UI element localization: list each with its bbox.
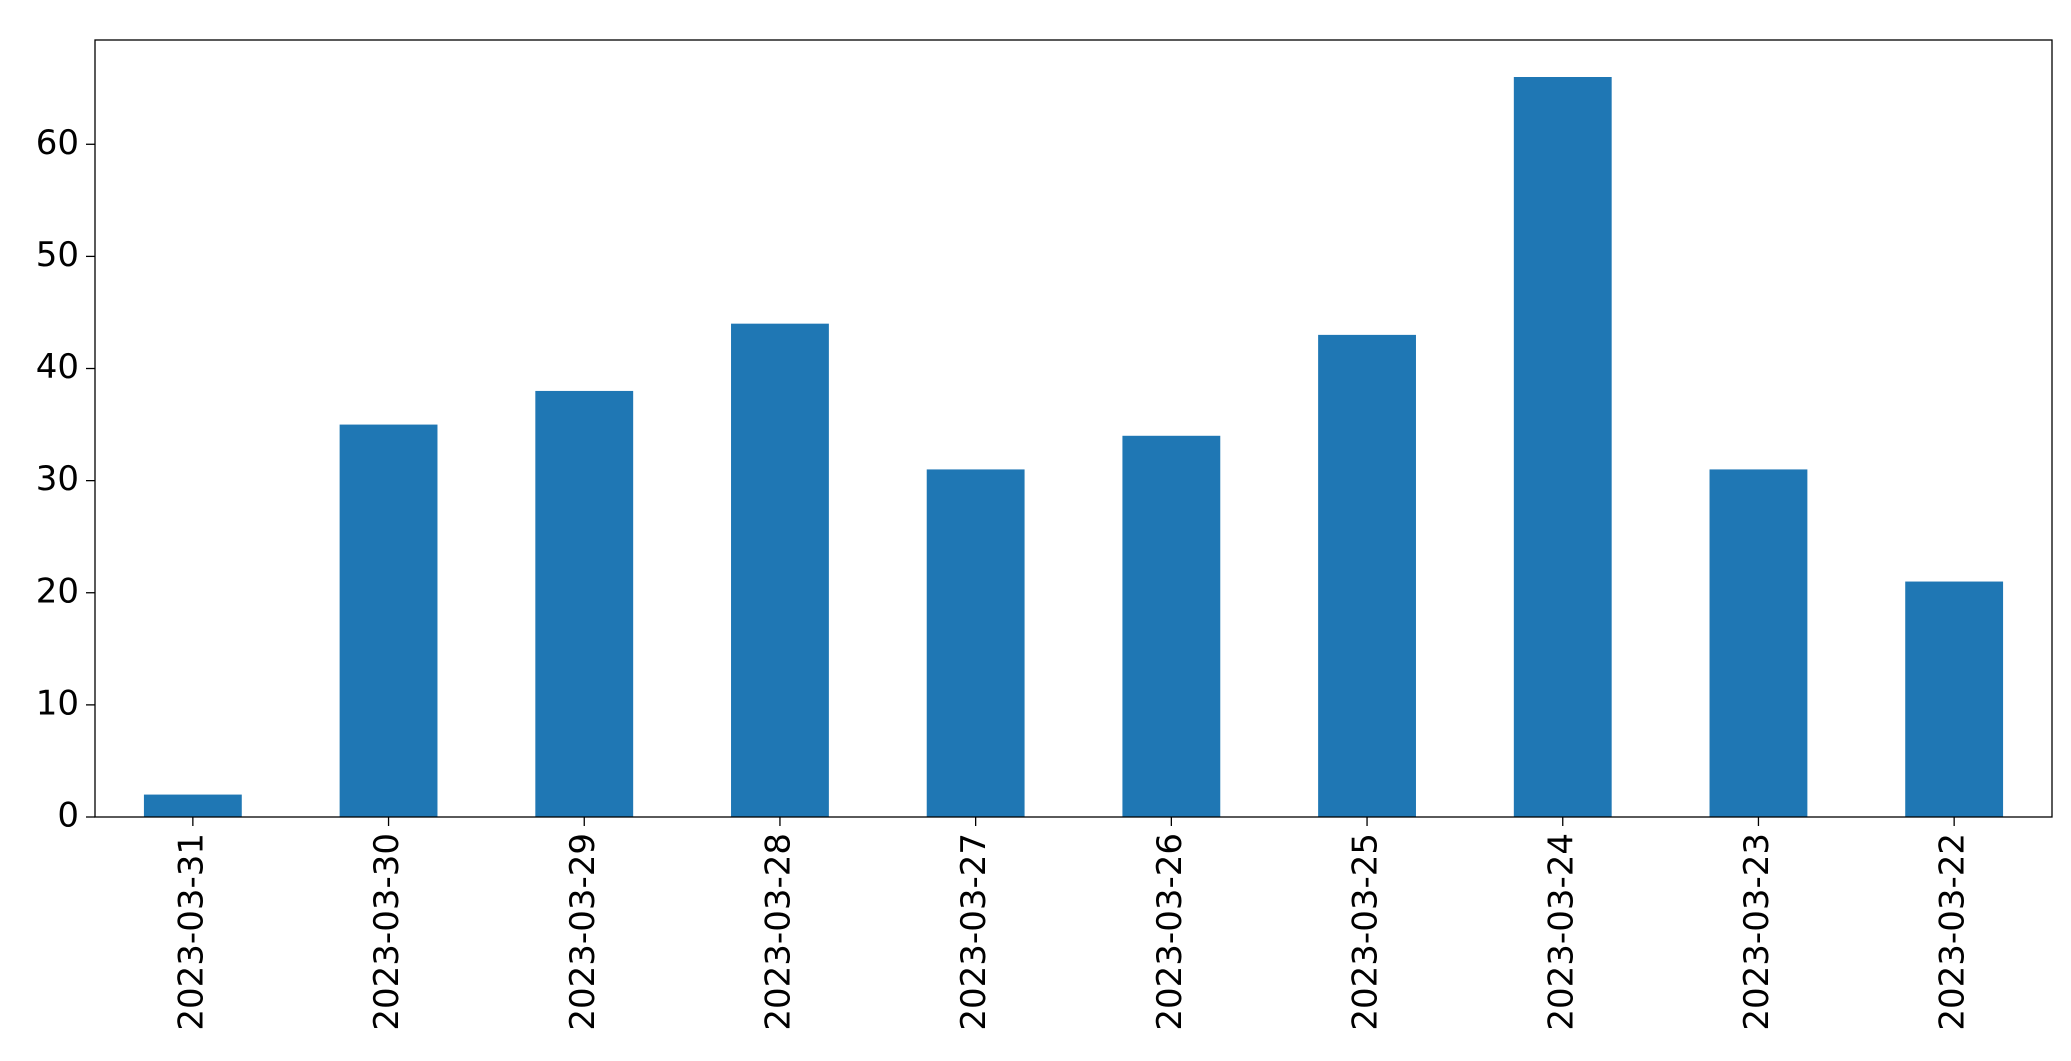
x-tick-label: 2023-03-29 (563, 833, 603, 1031)
y-tick-label: 0 (57, 796, 79, 836)
bar (1122, 435, 1221, 817)
x-tick-label: 2023-03-26 (1150, 833, 1190, 1031)
x-tick-label: 2023-03-22 (1933, 833, 1973, 1031)
x-tick-label: 2023-03-30 (367, 833, 407, 1031)
bar (1318, 334, 1416, 817)
y-tick-label: 50 (36, 235, 79, 275)
plot-frame (94, 39, 2053, 818)
bar (143, 794, 242, 817)
x-tick-label: 2023-03-31 (171, 833, 211, 1031)
x-tick-label: 2023-03-25 (1346, 833, 1386, 1031)
x-tick-label: 2023-03-27 (954, 833, 994, 1031)
y-tick-label: 60 (36, 123, 79, 163)
y-tick-label: 10 (36, 683, 79, 723)
bar (731, 323, 829, 817)
bar (339, 424, 438, 817)
bar (1905, 581, 2004, 817)
bar (1709, 469, 1808, 817)
y-tick-label: 30 (36, 459, 79, 499)
bar (535, 390, 634, 817)
y-tick-label: 20 (36, 571, 79, 611)
x-tick-label: 2023-03-24 (1541, 833, 1581, 1031)
x-tick-label: 2023-03-28 (758, 833, 798, 1031)
y-tick-label: 40 (36, 347, 79, 387)
x-tick-label: 2023-03-23 (1737, 833, 1777, 1031)
bar (926, 469, 1025, 817)
bar (1513, 77, 1612, 817)
